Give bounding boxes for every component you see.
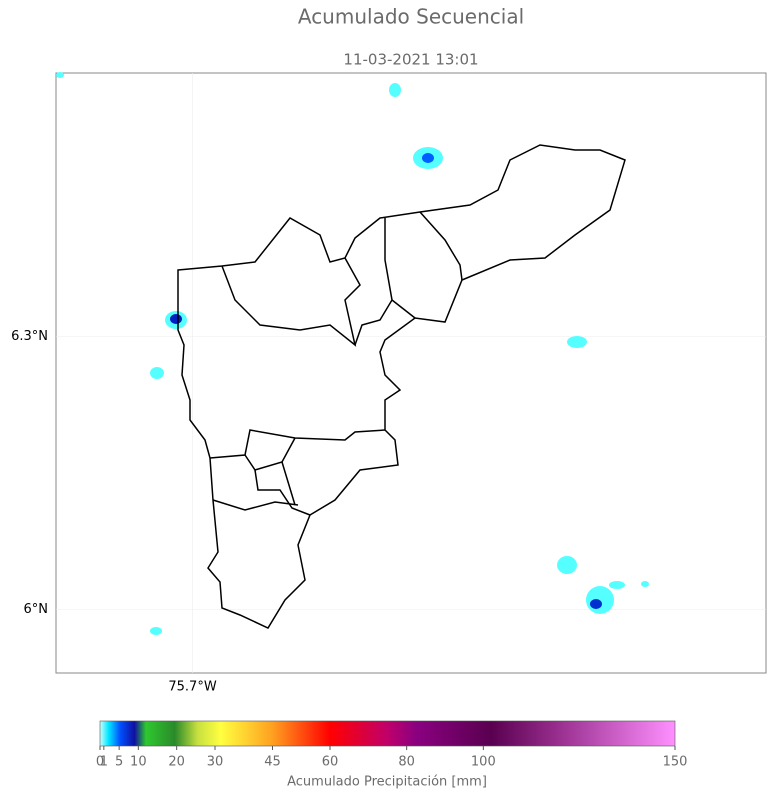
- map: [55, 72, 767, 674]
- colorbar-tick-label: 45: [264, 755, 281, 770]
- rain-areas: [56, 72, 649, 635]
- colorbar-tick-label: 0: [96, 755, 104, 770]
- title: Acumulado Secuencial: [298, 5, 524, 29]
- colorbar-tick-label: 80: [398, 755, 415, 770]
- subtitle: 11-03-2021 13:01: [343, 51, 478, 69]
- lat-label: 6.3°N: [11, 329, 48, 344]
- lon-label: 75.7°W: [168, 680, 216, 695]
- colorbar: [99, 720, 676, 747]
- colorbar-tick-label: 10: [130, 755, 147, 770]
- colorbar-tick-label: 1: [100, 755, 108, 770]
- lat-label: 6°N: [24, 602, 49, 617]
- boundaries: [177, 144, 626, 629]
- map-frame: [55, 72, 767, 674]
- colorbar-tick-label: 150: [663, 755, 688, 770]
- colorbar-label: Acumulado Precipitación [mm]: [287, 775, 487, 790]
- colorbar-tick-label: 5: [115, 755, 123, 770]
- colorbar-tick-label: 30: [207, 755, 224, 770]
- colorbar-tick-label: 20: [168, 755, 185, 770]
- colorbar-tick-label: 100: [471, 755, 496, 770]
- colorbar-tick-label: 60: [322, 755, 339, 770]
